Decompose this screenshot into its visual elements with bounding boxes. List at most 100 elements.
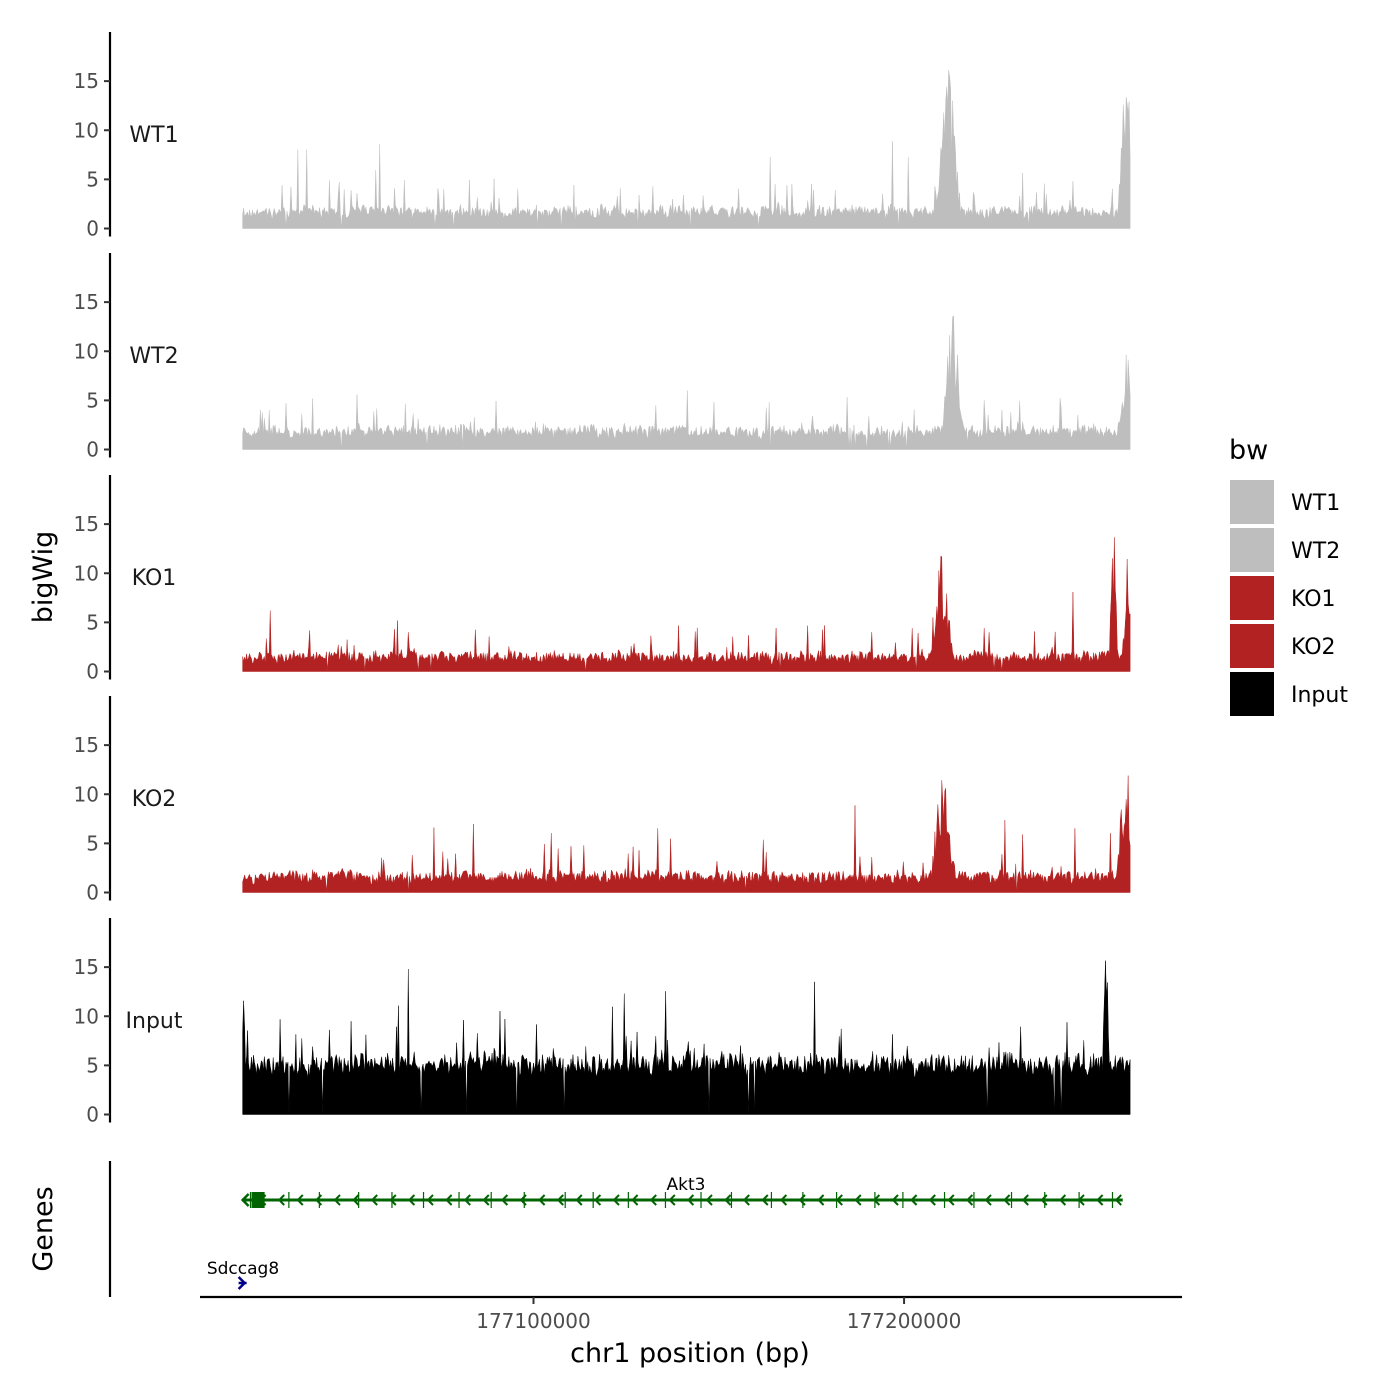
legend-item-ko1: KO1 [1230,576,1336,620]
legend: bw WT1 WT2 KO1 KO2 Input [1229,435,1348,716]
signal-area-ko1 [242,537,1131,672]
strand-arrow [873,1194,881,1206]
legend-swatch [1230,672,1274,716]
genes-panel: Akt3 Sdccag8 [108,1161,1123,1297]
x-tick-label: 177200000 [847,1309,962,1333]
track-wt2: 0 5 10 15 WT2 [74,253,1131,462]
gene-label-sdccag8: Sdccag8 [207,1259,279,1279]
legend-swatch [1230,576,1274,620]
strand-arrow [1021,1194,1029,1206]
y-tick-label: 15 [74,69,99,93]
strand-arrow [315,1194,323,1206]
legend-title: bw [1229,435,1268,466]
strand-arrow [1040,1194,1048,1206]
legend-swatch [1230,480,1274,524]
signal-area-wt2 [242,315,1131,450]
track-label: KO1 [132,566,177,591]
y-tick-label: 10 [74,782,99,806]
gene-sdccag8: Sdccag8 [207,1259,279,1290]
signal-area-wt1 [242,70,1131,229]
legend-label: WT2 [1291,539,1340,564]
gene-akt3: Akt3 [240,1175,1123,1208]
signal-area-ko2 [242,775,1131,893]
strand-arrow [538,1194,546,1206]
strand-arrow [724,1194,732,1206]
strand-arrow [426,1194,434,1206]
strand-arrow [463,1194,471,1206]
track-label: WT2 [129,344,178,369]
track-label: WT1 [129,123,178,148]
strand-arrow [649,1194,657,1206]
bigwig-tracks: 0 5 10 15 WT1 0 5 10 15 WT2 0 5 10 15 KO1 0 5 10 15 KO2 0 5 10… [74,32,1131,1127]
strand-arrow [1096,1194,1104,1206]
strand-arrow [408,1194,416,1206]
strand-arrow [1077,1194,1085,1206]
strand-arrow [333,1194,341,1206]
strand-arrow [389,1194,397,1206]
y-tick-label: 0 [86,438,99,462]
strand-arrow [835,1194,843,1206]
y-tick-label: 15 [74,955,99,979]
x-axis-title: chr1 position (bp) [570,1338,810,1369]
y-tick-label: 10 [74,1004,99,1028]
gene-utr-block [251,1192,265,1208]
y-tick-label: 10 [74,339,99,363]
strand-arrow [687,1194,695,1206]
y-tick-label: 5 [86,167,99,191]
strand-arrow [631,1194,639,1206]
y-tick-label: 0 [86,1103,99,1127]
strand-arrow [519,1194,527,1206]
y-tick-label: 5 [86,610,99,634]
legend-item-input: Input [1230,672,1348,716]
strand-arrow [501,1194,509,1206]
strand-arrow [445,1194,453,1206]
legend-label: KO2 [1291,635,1336,660]
strand-arrow [705,1194,713,1206]
gene-end-arrow [240,1193,250,1207]
strand-arrow [1003,1194,1011,1206]
legend-item-wt1: WT1 [1230,480,1340,524]
strand-arrow [277,1194,285,1206]
strand-arrow [761,1194,769,1206]
track-wt1: 0 5 10 15 WT1 [74,32,1131,241]
signal-area-input [242,960,1131,1115]
gene-label-akt3: Akt3 [667,1175,706,1195]
legend-label: Input [1291,683,1348,708]
y-tick-label: 0 [86,217,99,241]
strand-arrow [742,1194,750,1206]
strand-arrow [1114,1194,1122,1206]
strand-arrow [556,1194,564,1206]
track-ko2: 0 5 10 15 KO2 [74,696,1131,905]
track-label: KO2 [132,787,177,812]
strand-arrow [296,1194,304,1206]
strand-arrow [575,1194,583,1206]
y-tick-label: 0 [86,660,99,684]
y-tick-label: 15 [74,290,99,314]
strand-arrow [1059,1194,1067,1206]
legend-label: KO1 [1291,587,1336,612]
strand-arrow [798,1194,806,1206]
legend-swatch [1230,528,1274,572]
legend-swatch [1230,624,1274,668]
strand-arrow [910,1194,918,1206]
y-axis-title: bigWig [28,531,59,624]
y-tick-label: 15 [74,512,99,536]
strand-arrow [237,1276,247,1290]
strand-arrow [482,1194,490,1206]
strand-arrow [780,1194,788,1206]
x-axis: 177100000 177200000 [200,1295,1182,1333]
strand-arrow [370,1194,378,1206]
y-tick-label: 5 [86,1053,99,1077]
track-label: Input [126,1009,183,1034]
legend-item-ko2: KO2 [1230,624,1336,668]
strand-arrow [928,1194,936,1206]
y-tick-label: 15 [74,733,99,757]
legend-label: WT1 [1291,491,1340,516]
strand-arrow [947,1194,955,1206]
strand-arrow [817,1194,825,1206]
strand-arrow [352,1194,360,1206]
track-input: 0 5 10 15 Input [74,918,1131,1127]
strand-arrow [984,1194,992,1206]
y-tick-label: 0 [86,881,99,905]
